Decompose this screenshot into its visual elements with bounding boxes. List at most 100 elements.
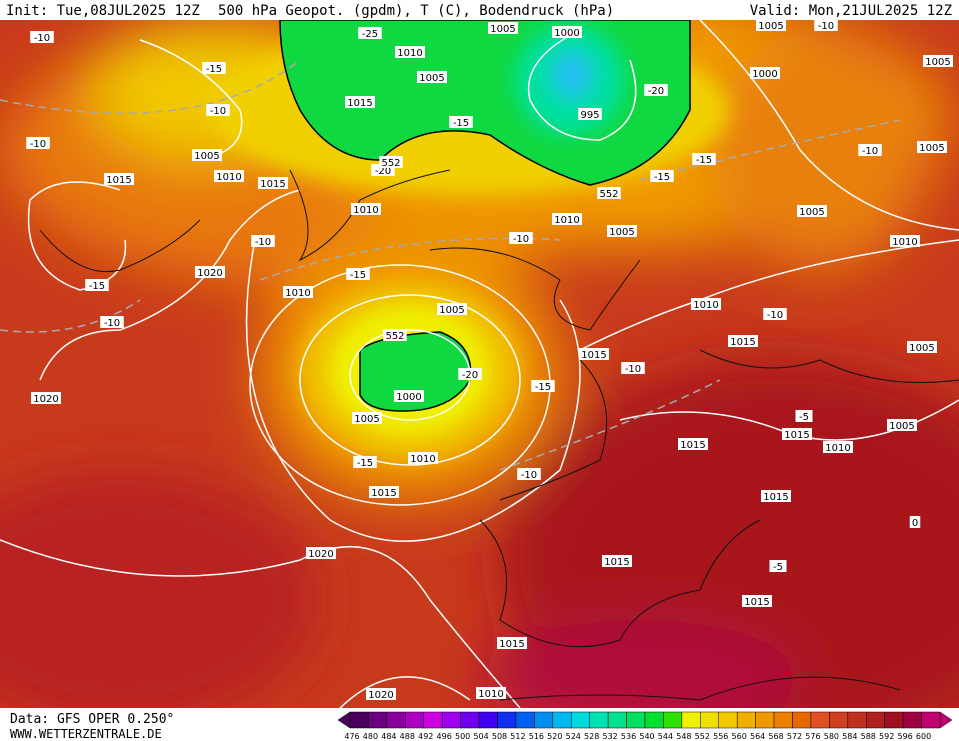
- contour-label: 1005: [194, 151, 219, 162]
- label-box: [814, 20, 838, 31]
- contour-label: 1010: [478, 689, 503, 700]
- contour-label: 1010: [410, 454, 435, 465]
- label-box: [517, 468, 541, 480]
- contour-label: -10: [862, 146, 878, 157]
- label-box: [306, 547, 336, 559]
- colorbar-label: 504: [473, 732, 488, 741]
- label-box: [750, 67, 780, 79]
- colorbar-label: 572: [787, 732, 802, 741]
- colorbar-box: [386, 711, 406, 729]
- contour-label: 1000: [752, 69, 777, 80]
- label-box: [795, 410, 813, 422]
- colorbar-label: 592: [879, 732, 894, 741]
- colorbar-label: 564: [750, 732, 765, 741]
- label-box: [417, 71, 447, 83]
- contour-label: 1015: [680, 440, 705, 451]
- contour-label: -15: [696, 155, 712, 166]
- contour-label: -15: [357, 458, 373, 469]
- contour-label: 1015: [730, 337, 755, 348]
- colorbar-label: 580: [824, 732, 839, 741]
- label-box: [578, 108, 602, 120]
- contour-label: 1010: [825, 443, 850, 454]
- label-box: [26, 137, 50, 149]
- label-box: [597, 187, 621, 199]
- label-box: [552, 213, 582, 225]
- contour-label: -15: [206, 64, 222, 75]
- colorbar-box: [423, 711, 443, 729]
- colorbar-box: [368, 711, 388, 729]
- label-box: [449, 116, 473, 128]
- label-box: [369, 486, 399, 498]
- contour-label: -10: [767, 310, 783, 321]
- contour-label: 0: [912, 518, 918, 529]
- colorbar-label: 500: [455, 732, 470, 741]
- label-box: [621, 362, 645, 374]
- label-box: [458, 368, 482, 380]
- label-box: [742, 595, 772, 607]
- label-box: [437, 303, 467, 315]
- colorbar-label: 496: [437, 732, 452, 741]
- label-box: [251, 235, 275, 247]
- label-box: [358, 27, 382, 39]
- colorbar-label: 588: [861, 732, 876, 741]
- contour-label: -15: [350, 270, 366, 281]
- colorbar-label: 596: [897, 732, 912, 741]
- contour-label: -10: [255, 237, 271, 248]
- contour-label: 1015: [371, 488, 396, 499]
- label-box: [756, 20, 786, 31]
- valid-time: Valid: Mon,21JUL2025 12Z: [750, 3, 952, 19]
- label-box: [728, 335, 758, 347]
- colorbar-label: 576: [805, 732, 820, 741]
- contour-label: -5: [799, 412, 809, 423]
- colorbar-label: 516: [529, 732, 544, 741]
- label-box: [345, 96, 375, 108]
- label-box: [678, 438, 708, 450]
- contour-label: 1015: [499, 639, 524, 650]
- label-box: [488, 22, 518, 34]
- colorbar-box: [644, 711, 664, 729]
- colorbar-box: [718, 711, 738, 729]
- contour-label: 1010: [285, 288, 310, 299]
- contour-label: -10: [30, 139, 46, 150]
- init-time: Init: Tue,08JUL2025 12Z: [6, 3, 200, 19]
- colorbar-box: [736, 711, 756, 729]
- label-box: [283, 286, 313, 298]
- label-box: [552, 26, 582, 38]
- contour-label: -10: [521, 470, 537, 481]
- colorbar-label: 492: [418, 732, 433, 741]
- colorbar-label: 544: [658, 732, 673, 741]
- contour-label: 1010: [397, 48, 422, 59]
- label-box: [258, 177, 288, 189]
- contour-label: 1010: [216, 172, 241, 183]
- contour-label: 1015: [744, 597, 769, 608]
- label-box: [782, 428, 812, 440]
- label-box: [823, 441, 853, 453]
- label-box: [192, 149, 222, 161]
- label-box: [607, 225, 637, 237]
- contour-label: 1005: [919, 143, 944, 154]
- contour-label: 995: [580, 110, 599, 121]
- contour-label: -20: [462, 370, 478, 381]
- contour-label: 1005: [419, 73, 444, 84]
- contour-label: 1015: [347, 98, 372, 109]
- colorbar-arrow-right: [939, 711, 953, 729]
- colorbar-box: [515, 711, 535, 729]
- colorbar-box: [552, 711, 572, 729]
- contour-label: -5: [773, 562, 783, 573]
- contour-label: -10: [625, 364, 641, 375]
- colorbar-box: [921, 711, 941, 729]
- contour-label: -25: [362, 29, 378, 40]
- colorbar-box: [571, 711, 590, 729]
- colorbar-label: 528: [584, 732, 599, 741]
- colorbar-label: 508: [492, 732, 507, 741]
- label-box: [379, 156, 403, 168]
- contour-label: 552: [385, 331, 404, 342]
- colorbar-box: [866, 711, 885, 729]
- colorbar-box: [607, 711, 627, 729]
- contour-label: -20: [648, 86, 664, 97]
- colorbar-label: 600: [916, 732, 931, 741]
- contour-label: 1000: [554, 28, 579, 39]
- label-box: [353, 456, 377, 468]
- label-box: [202, 62, 226, 74]
